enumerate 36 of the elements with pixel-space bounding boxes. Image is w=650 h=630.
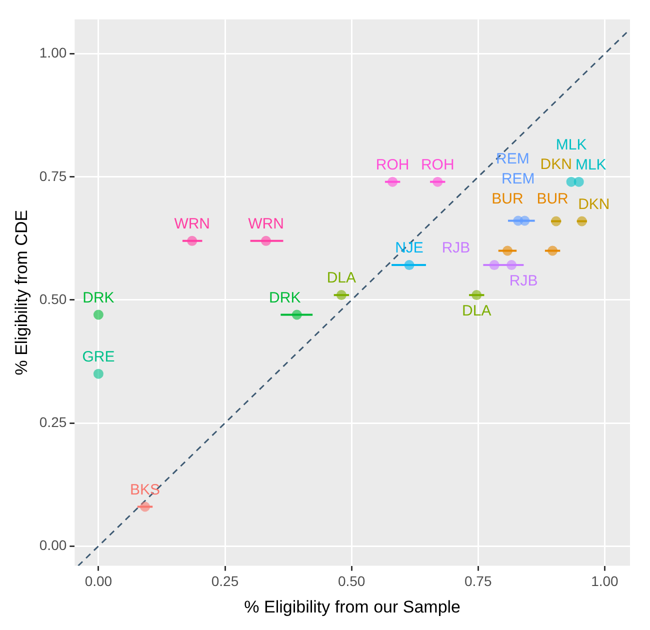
series-label: RJB [509, 272, 538, 290]
y-tick-label: 0.25 [39, 414, 67, 430]
x-tick-label: 0.00 [84, 573, 112, 590]
point [93, 368, 104, 379]
y-tick-label: 0.50 [39, 290, 67, 307]
x-tick-label: 0.50 [338, 573, 366, 590]
x-tick-label: 1.00 [591, 573, 619, 590]
text: BUR [492, 190, 524, 208]
point [93, 310, 104, 320]
x-tick-label: 0.25 [211, 573, 239, 590]
text: DLA [326, 270, 356, 287]
text: RJB [442, 240, 470, 257]
series-label: DLA [462, 302, 492, 320]
text: BUR [536, 190, 569, 208]
text: DRK [82, 289, 114, 306]
y-tick-label: 0.75 [39, 168, 67, 184]
series-label: GRE [82, 348, 115, 366]
series-label: ROH [420, 156, 454, 174]
point [574, 176, 584, 187]
text: MLK [556, 136, 587, 154]
series-label: DKN [578, 196, 610, 213]
text: ROH [376, 156, 410, 174]
series-label: NJE [395, 240, 424, 257]
text: REM [496, 150, 530, 168]
series-label: MLK [575, 156, 606, 174]
series-label: DRK [269, 289, 301, 306]
series-label: REM [501, 170, 535, 188]
text: DKN [540, 156, 572, 173]
series-label: WRN [248, 216, 284, 233]
series-label: BKS [130, 481, 160, 498]
y-tick-label: 1.00 [39, 44, 67, 61]
text: WRN [174, 216, 210, 233]
x-tick-label: 0.75 [464, 573, 492, 590]
x-axis-title: % Eligibility from our Sample [244, 597, 461, 616]
y-axis-title: % Eligibility from CDE [12, 210, 31, 376]
y-tick-label: 0.00 [39, 536, 67, 553]
